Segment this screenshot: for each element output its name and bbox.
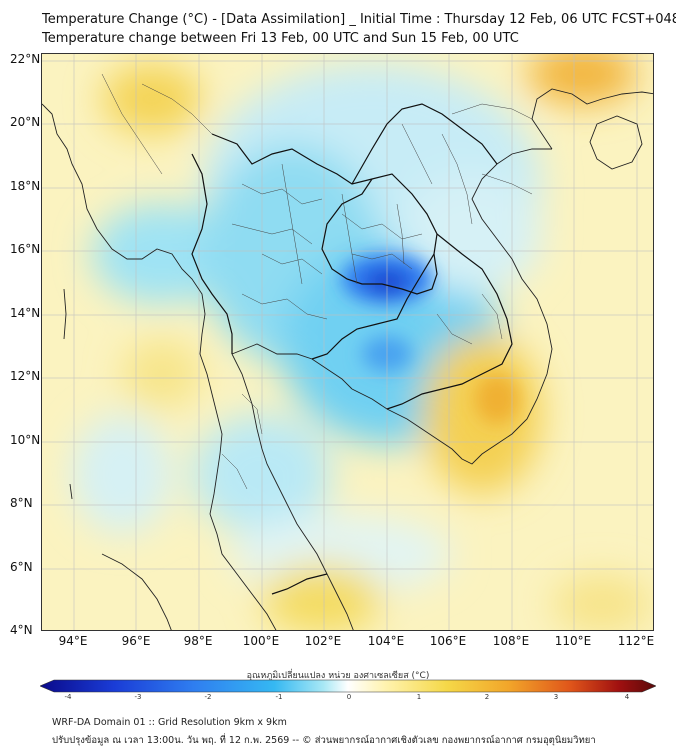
- colorbar-tick: 1: [416, 693, 422, 701]
- lat-label-22: 22°N: [10, 52, 41, 66]
- lon-label-106: 106°E: [429, 634, 467, 648]
- lat-label-14: 14°N: [10, 306, 41, 320]
- lon-label-104: 104°E: [367, 634, 405, 648]
- lat-label-16: 16°N: [10, 242, 41, 256]
- coastlines: [42, 88, 653, 630]
- colorbar-tick: -3: [134, 693, 142, 701]
- map-subtitle: Temperature change between Fri 13 Feb, 0…: [42, 31, 519, 46]
- colorbar: [40, 679, 656, 693]
- lon-label-112: 112°E: [617, 634, 655, 648]
- colorbar-tick: 0: [346, 693, 352, 701]
- lat-label-18: 18°N: [10, 179, 41, 193]
- lon-label-110: 110°E: [554, 634, 592, 648]
- lon-label-94: 94°E: [58, 634, 88, 648]
- lon-label-98: 98°E: [183, 634, 213, 648]
- colorbar-tick: -2: [204, 693, 212, 701]
- colorbar-title: อุณหภูมิเปลี่ยนแปลง หน่วย องศาเซลเซียส (…: [246, 671, 430, 681]
- lat-label-12: 12°N: [10, 369, 41, 383]
- model-info: WRF-DA Domain 01 :: Grid Resolution 9km …: [52, 717, 287, 728]
- colorbar-tick: 2: [484, 693, 490, 701]
- temperature-field: [72, 54, 652, 630]
- lat-label-20: 20°N: [10, 115, 41, 129]
- province-borders: [101, 73, 533, 490]
- lon-label-96: 96°E: [121, 634, 151, 648]
- lat-label-6: 6°N: [10, 560, 33, 574]
- lat-label-10: 10°N: [10, 433, 41, 447]
- lat-label-8: 8°N: [10, 496, 33, 510]
- colorbar-tick: 4: [624, 693, 630, 701]
- colorbar-tick: 3: [553, 693, 559, 701]
- map-title: Temperature Change (°C) - [Data Assimila…: [42, 12, 676, 27]
- lon-label-100: 100°E: [242, 634, 280, 648]
- country-borders: [191, 103, 513, 595]
- lon-label-102: 102°E: [304, 634, 342, 648]
- lat-label-4: 4°N: [10, 623, 33, 637]
- colorbar-tick: -1: [275, 693, 283, 701]
- update-credit: ปรับปรุงข้อมูล ณ เวลา 13:00น. วัน พฤ. ที…: [52, 735, 596, 746]
- colorbar-tick: -4: [64, 693, 72, 701]
- temperature-change-map[interactable]: [41, 53, 654, 631]
- lon-label-108: 108°E: [492, 634, 530, 648]
